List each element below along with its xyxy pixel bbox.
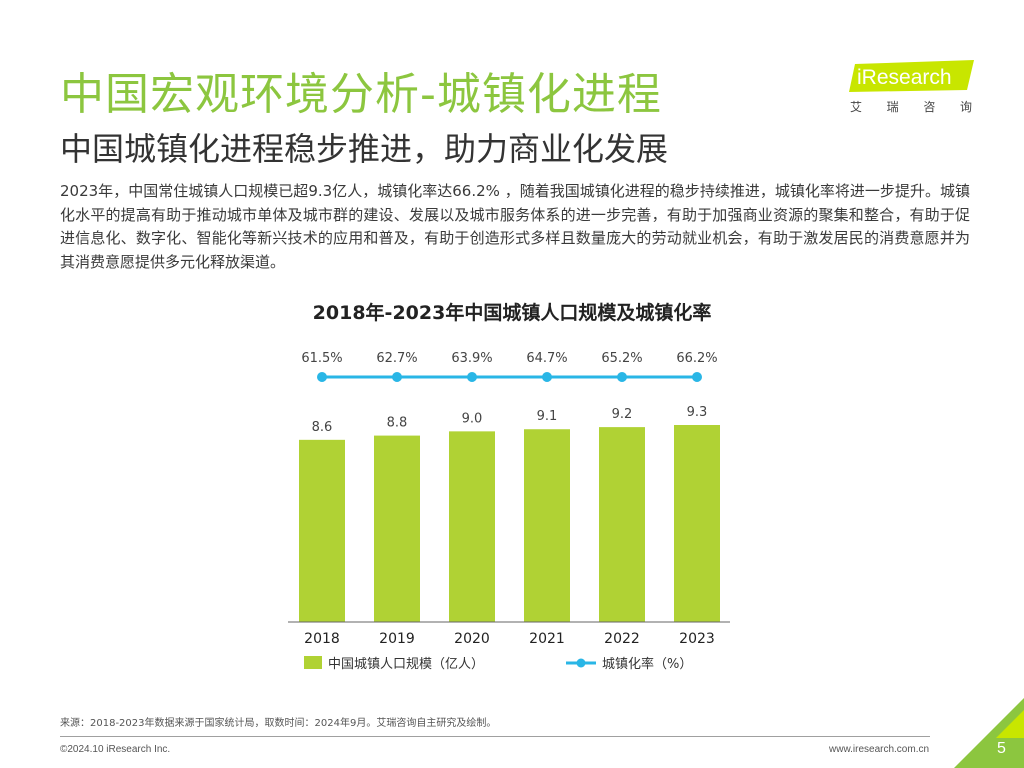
page-subtitle: 中国城镇化进程稳步推进，助力商业化发展	[60, 130, 669, 168]
corner-decoration	[954, 698, 1024, 768]
rate-value-label: 62.7%	[376, 351, 417, 366]
urbanization-rate-point	[692, 372, 702, 382]
source-note: 来源：2018-2023年数据来源于国家统计局，取数时间：2024年9月。艾瑞咨…	[60, 718, 497, 729]
bar-urban-population	[299, 439, 345, 622]
bar-value-label: 8.8	[387, 416, 408, 431]
legend-bar-swatch	[304, 656, 322, 669]
bar-value-label: 9.1	[537, 409, 558, 424]
svg-text:iResearch: iResearch	[857, 66, 952, 89]
rate-value-label: 66.2%	[676, 351, 717, 366]
bar-urban-population	[674, 425, 720, 622]
chart-title: 2018年-2023年中国城镇人口规模及城镇化率	[312, 302, 712, 324]
x-tick-label: 2019	[379, 631, 415, 647]
bar-urban-population	[449, 431, 495, 622]
page-title: 中国宏观环境分析-城镇化进程	[60, 69, 662, 120]
copyright-text: ©2024.10 iResearch Inc.	[60, 744, 171, 755]
iresearch-logo-mark: iResearch	[849, 60, 974, 92]
body-paragraph: 2023年，中国常住城镇人口规模已超9.3亿人，城镇化率达66.2% ，随着我国…	[60, 182, 970, 271]
rate-value-label: 64.7%	[526, 351, 567, 366]
page-number: 5	[997, 740, 1006, 757]
legend-line-marker	[576, 658, 586, 668]
footer-divider	[60, 736, 930, 737]
logo-cn-char: 艾	[850, 100, 863, 114]
logo-cn-char: 询	[959, 100, 972, 114]
bar-urban-population	[524, 429, 570, 622]
logo-cn-char: 瑞	[886, 100, 899, 114]
website-link[interactable]: www.iresearch.com.cn	[829, 744, 930, 755]
x-tick-label: 2021	[529, 631, 565, 647]
logo-cn-text: 艾 瑞 咨 询	[846, 98, 976, 115]
x-tick-label: 2022	[604, 631, 640, 647]
legend-line-label: 城镇化率（%）	[602, 656, 692, 672]
urbanization-rate-point	[392, 372, 402, 382]
bar-value-label: 8.6	[312, 420, 333, 435]
bar-urban-population	[599, 427, 645, 622]
logo-cn-char: 咨	[923, 100, 936, 114]
x-tick-label: 2018	[304, 631, 340, 647]
bar-value-label: 9.0	[462, 411, 483, 426]
rate-value-label: 65.2%	[601, 351, 642, 366]
bar-value-label: 9.2	[612, 407, 633, 422]
rate-value-label: 63.9%	[451, 351, 492, 366]
legend-bar-label: 中国城镇人口规模（亿人）	[328, 657, 484, 672]
urbanization-rate-point	[542, 372, 552, 382]
urbanization-rate-point	[317, 372, 327, 382]
x-tick-label: 2020	[454, 631, 490, 647]
bar-urban-population	[374, 435, 420, 622]
x-tick-label: 2023	[679, 631, 715, 647]
bar-value-label: 9.3	[687, 405, 708, 420]
iresearch-logo: iResearch 艾 瑞 咨 询	[846, 54, 976, 118]
rate-value-label: 61.5%	[301, 351, 342, 366]
urbanization-rate-point	[467, 372, 477, 382]
urbanization-rate-point	[617, 372, 627, 382]
